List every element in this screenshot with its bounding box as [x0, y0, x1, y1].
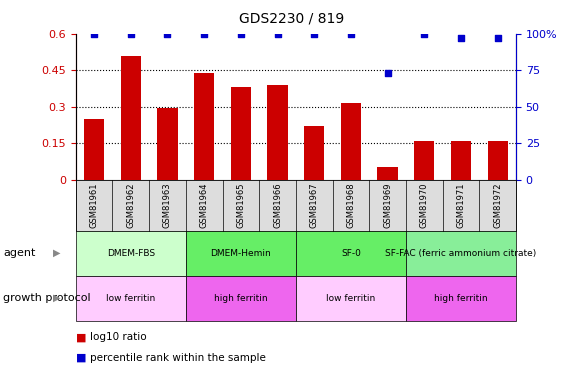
- Bar: [451, 141, 471, 180]
- Text: percentile rank within the sample: percentile rank within the sample: [90, 353, 266, 363]
- Text: GSM81964: GSM81964: [199, 183, 209, 228]
- Point: [346, 31, 356, 37]
- Bar: [377, 166, 398, 180]
- Bar: [231, 87, 251, 180]
- Text: GSM81972: GSM81972: [493, 183, 502, 228]
- Bar: [157, 108, 178, 180]
- Text: GSM81965: GSM81965: [236, 183, 245, 228]
- Text: GSM81963: GSM81963: [163, 183, 172, 228]
- Bar: [121, 56, 141, 180]
- Text: GSM81968: GSM81968: [346, 183, 356, 228]
- Text: ■: ■: [76, 333, 86, 342]
- Text: low ferritin: low ferritin: [106, 294, 156, 303]
- Point: [126, 31, 135, 37]
- Text: DMEM-FBS: DMEM-FBS: [107, 249, 155, 258]
- Text: GSM81962: GSM81962: [127, 183, 135, 228]
- Text: ▶: ▶: [54, 248, 61, 258]
- Point: [456, 35, 466, 41]
- Text: SF-0: SF-0: [341, 249, 361, 258]
- Point: [493, 35, 503, 41]
- Text: GSM81966: GSM81966: [273, 183, 282, 228]
- Point: [89, 31, 99, 37]
- Point: [236, 31, 245, 37]
- Point: [383, 70, 392, 76]
- Bar: [341, 103, 361, 180]
- Bar: [304, 126, 324, 180]
- Bar: [268, 85, 287, 180]
- Text: growth protocol: growth protocol: [3, 293, 90, 303]
- Text: log10 ratio: log10 ratio: [90, 333, 147, 342]
- Point: [273, 31, 282, 37]
- Point: [420, 31, 429, 37]
- Text: high ferritin: high ferritin: [214, 294, 268, 303]
- Text: GSM81967: GSM81967: [310, 183, 319, 228]
- Point: [199, 31, 209, 37]
- Text: GSM81961: GSM81961: [90, 183, 99, 228]
- Text: GDS2230 / 819: GDS2230 / 819: [239, 11, 344, 25]
- Text: GSM81969: GSM81969: [383, 183, 392, 228]
- Bar: [84, 119, 104, 180]
- Text: high ferritin: high ferritin: [434, 294, 488, 303]
- Bar: [414, 141, 434, 180]
- Bar: [194, 73, 215, 180]
- Text: DMEM-Hemin: DMEM-Hemin: [210, 249, 271, 258]
- Text: low ferritin: low ferritin: [326, 294, 375, 303]
- Text: ▶: ▶: [54, 293, 61, 303]
- Bar: [487, 141, 508, 180]
- Point: [310, 31, 319, 37]
- Text: agent: agent: [3, 248, 36, 258]
- Text: GSM81970: GSM81970: [420, 183, 429, 228]
- Text: ■: ■: [76, 353, 86, 363]
- Text: SF-FAC (ferric ammonium citrate): SF-FAC (ferric ammonium citrate): [385, 249, 536, 258]
- Point: [163, 31, 172, 37]
- Text: GSM81971: GSM81971: [456, 183, 465, 228]
